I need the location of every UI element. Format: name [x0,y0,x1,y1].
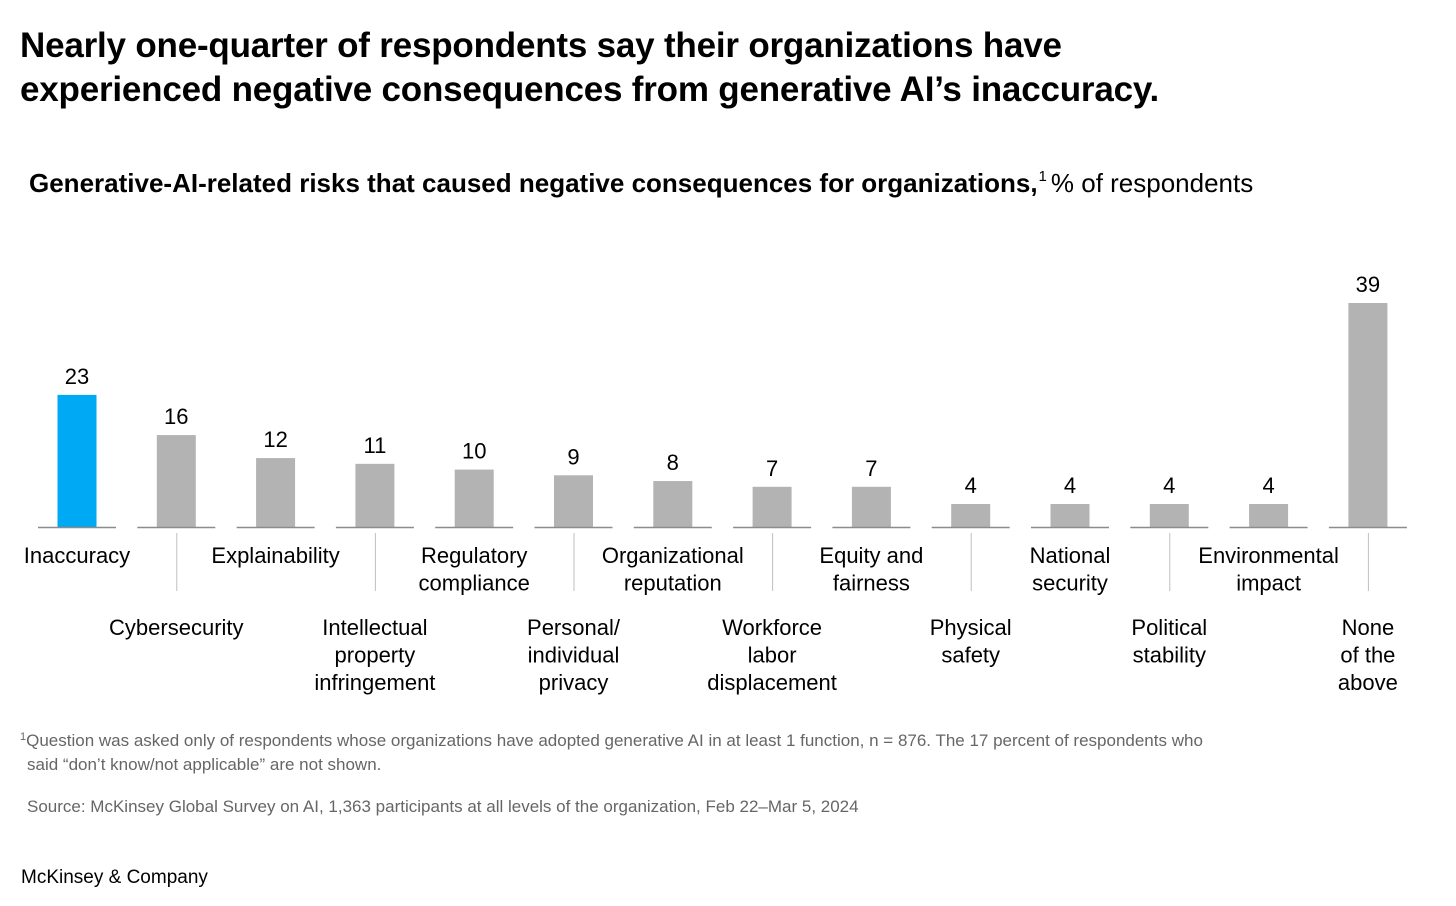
category-label-11-line-1: stability [1133,643,1206,668]
category-label-5-line-2: privacy [539,670,609,695]
data-label-5: 9 [567,444,579,469]
bar-chart: 23 Inaccuracy 16 Cybersecurity 12 Explainabil… [24,272,1407,695]
category-label-9: Physical safety [930,615,1012,668]
bar-13 [1348,303,1388,527]
category-label-3-line-2: infringement [314,670,435,695]
category-label-9-line-0: Physical [930,615,1012,640]
category-label-13-line-2: above [1338,670,1398,695]
category-label-6-line-1: reputation [624,571,722,596]
category-label-9-line-1: safety [941,643,1000,668]
bar-8 [851,486,891,527]
data-label-4: 10 [462,439,486,464]
category-label-0: Inaccuracy [24,543,130,568]
category-label-7-line-0: Workforce [722,615,822,640]
headline-line-1: Nearly one-quarter of respondents say th… [20,26,1062,65]
data-label-9: 4 [965,473,977,498]
category-label-11: Political stability [1131,615,1207,668]
category-label-5-line-1: individual [528,643,620,668]
footnote-marker: 1 [20,731,27,743]
data-label-10: 4 [1064,473,1076,498]
category-label-13: None of the above [1338,615,1398,695]
category-label-7: Workforce labor displacement [707,615,837,695]
category-label-12-line-1: impact [1236,571,1301,596]
category-label-12-line-0: Environmental [1198,543,1339,568]
category-label-1-line-0: Cybersecurity [109,615,243,640]
footnote: 1Question was asked only of respondents … [20,730,1380,776]
category-label-5-line-0: Personal/ [527,615,621,640]
data-label-7: 7 [766,456,778,481]
category-label-2-line-0: Explainability [211,543,339,568]
data-label-2: 12 [263,427,287,452]
category-label-7-line-1: labor [748,643,797,668]
category-label-4-line-1: compliance [419,571,530,596]
category-label-6: Organizational reputation [602,543,744,596]
chart-unit: % of respondents [1050,168,1254,198]
category-label-4: Regulatory compliance [419,543,530,596]
category-label-3-line-0: Intellectual [322,615,427,640]
bar-2 [256,458,296,527]
bar-4 [454,469,494,527]
category-label-2: Explainability [211,543,339,568]
headline: Nearly one-quarter of respondents say th… [20,24,1420,112]
category-label-8-line-0: Equity and [819,543,923,568]
category-label-5: Personal/individual privacy [527,615,621,695]
headline-line-2: experienced negative consequences from g… [20,70,1160,109]
data-label-12: 4 [1262,473,1274,498]
bar-1 [156,435,196,527]
brand-logo-text: McKinsey & Company [21,867,208,888]
category-label-0-line-0: Inaccuracy [24,543,130,568]
data-label-3: 11 [363,433,386,458]
category-label-13-line-0: None [1342,615,1395,640]
bar-10 [1050,504,1090,527]
category-label-8-line-1: fairness [833,571,910,596]
category-label-6-line-0: Organizational [602,543,744,568]
bar-0 [57,394,97,527]
category-label-10-line-0: National [1030,543,1111,568]
footnote-line-1: Question was asked only of respondents w… [26,731,1203,750]
footnote-line-2: said “don’t know/not applicable” are not… [27,755,382,774]
category-label-8: Equity and fairness [819,543,923,596]
category-label-1: Cybersecurity [109,615,243,640]
bar-11 [1149,504,1189,527]
category-label-3: Intellectual property infringement [314,615,435,695]
data-label-13: 39 [1356,272,1380,297]
category-label-10-line-1: security [1032,571,1108,596]
category-label-10: National security [1030,543,1111,596]
bar-5 [554,475,593,527]
chart-title-text: Generative-AI-related risks that caused … [29,168,1038,198]
bar-6 [653,481,693,527]
category-label-7-line-2: displacement [707,670,837,695]
category-label-12: Environmental impact [1198,543,1339,596]
category-label-11-line-0: Political [1131,615,1207,640]
data-label-8: 7 [865,456,877,481]
category-label-13-line-1: of the [1340,643,1395,668]
data-label-0: 23 [65,364,89,389]
bar-3 [355,463,395,527]
bar-7 [752,486,792,527]
category-label-3-line-1: property [335,643,416,668]
chart-title: Generative-AI-related risks that caused … [29,166,1429,205]
data-label-11: 4 [1163,473,1175,498]
bar-12 [1249,504,1289,527]
data-label-1: 16 [164,404,188,429]
data-label-6: 8 [667,450,679,475]
chart-title-footnote-marker: 1 [1038,168,1047,185]
category-label-4-line-0: Regulatory [421,543,527,568]
source-note: Source: McKinsey Global Survey on AI, 1,… [27,797,859,816]
bar-9 [951,504,991,527]
